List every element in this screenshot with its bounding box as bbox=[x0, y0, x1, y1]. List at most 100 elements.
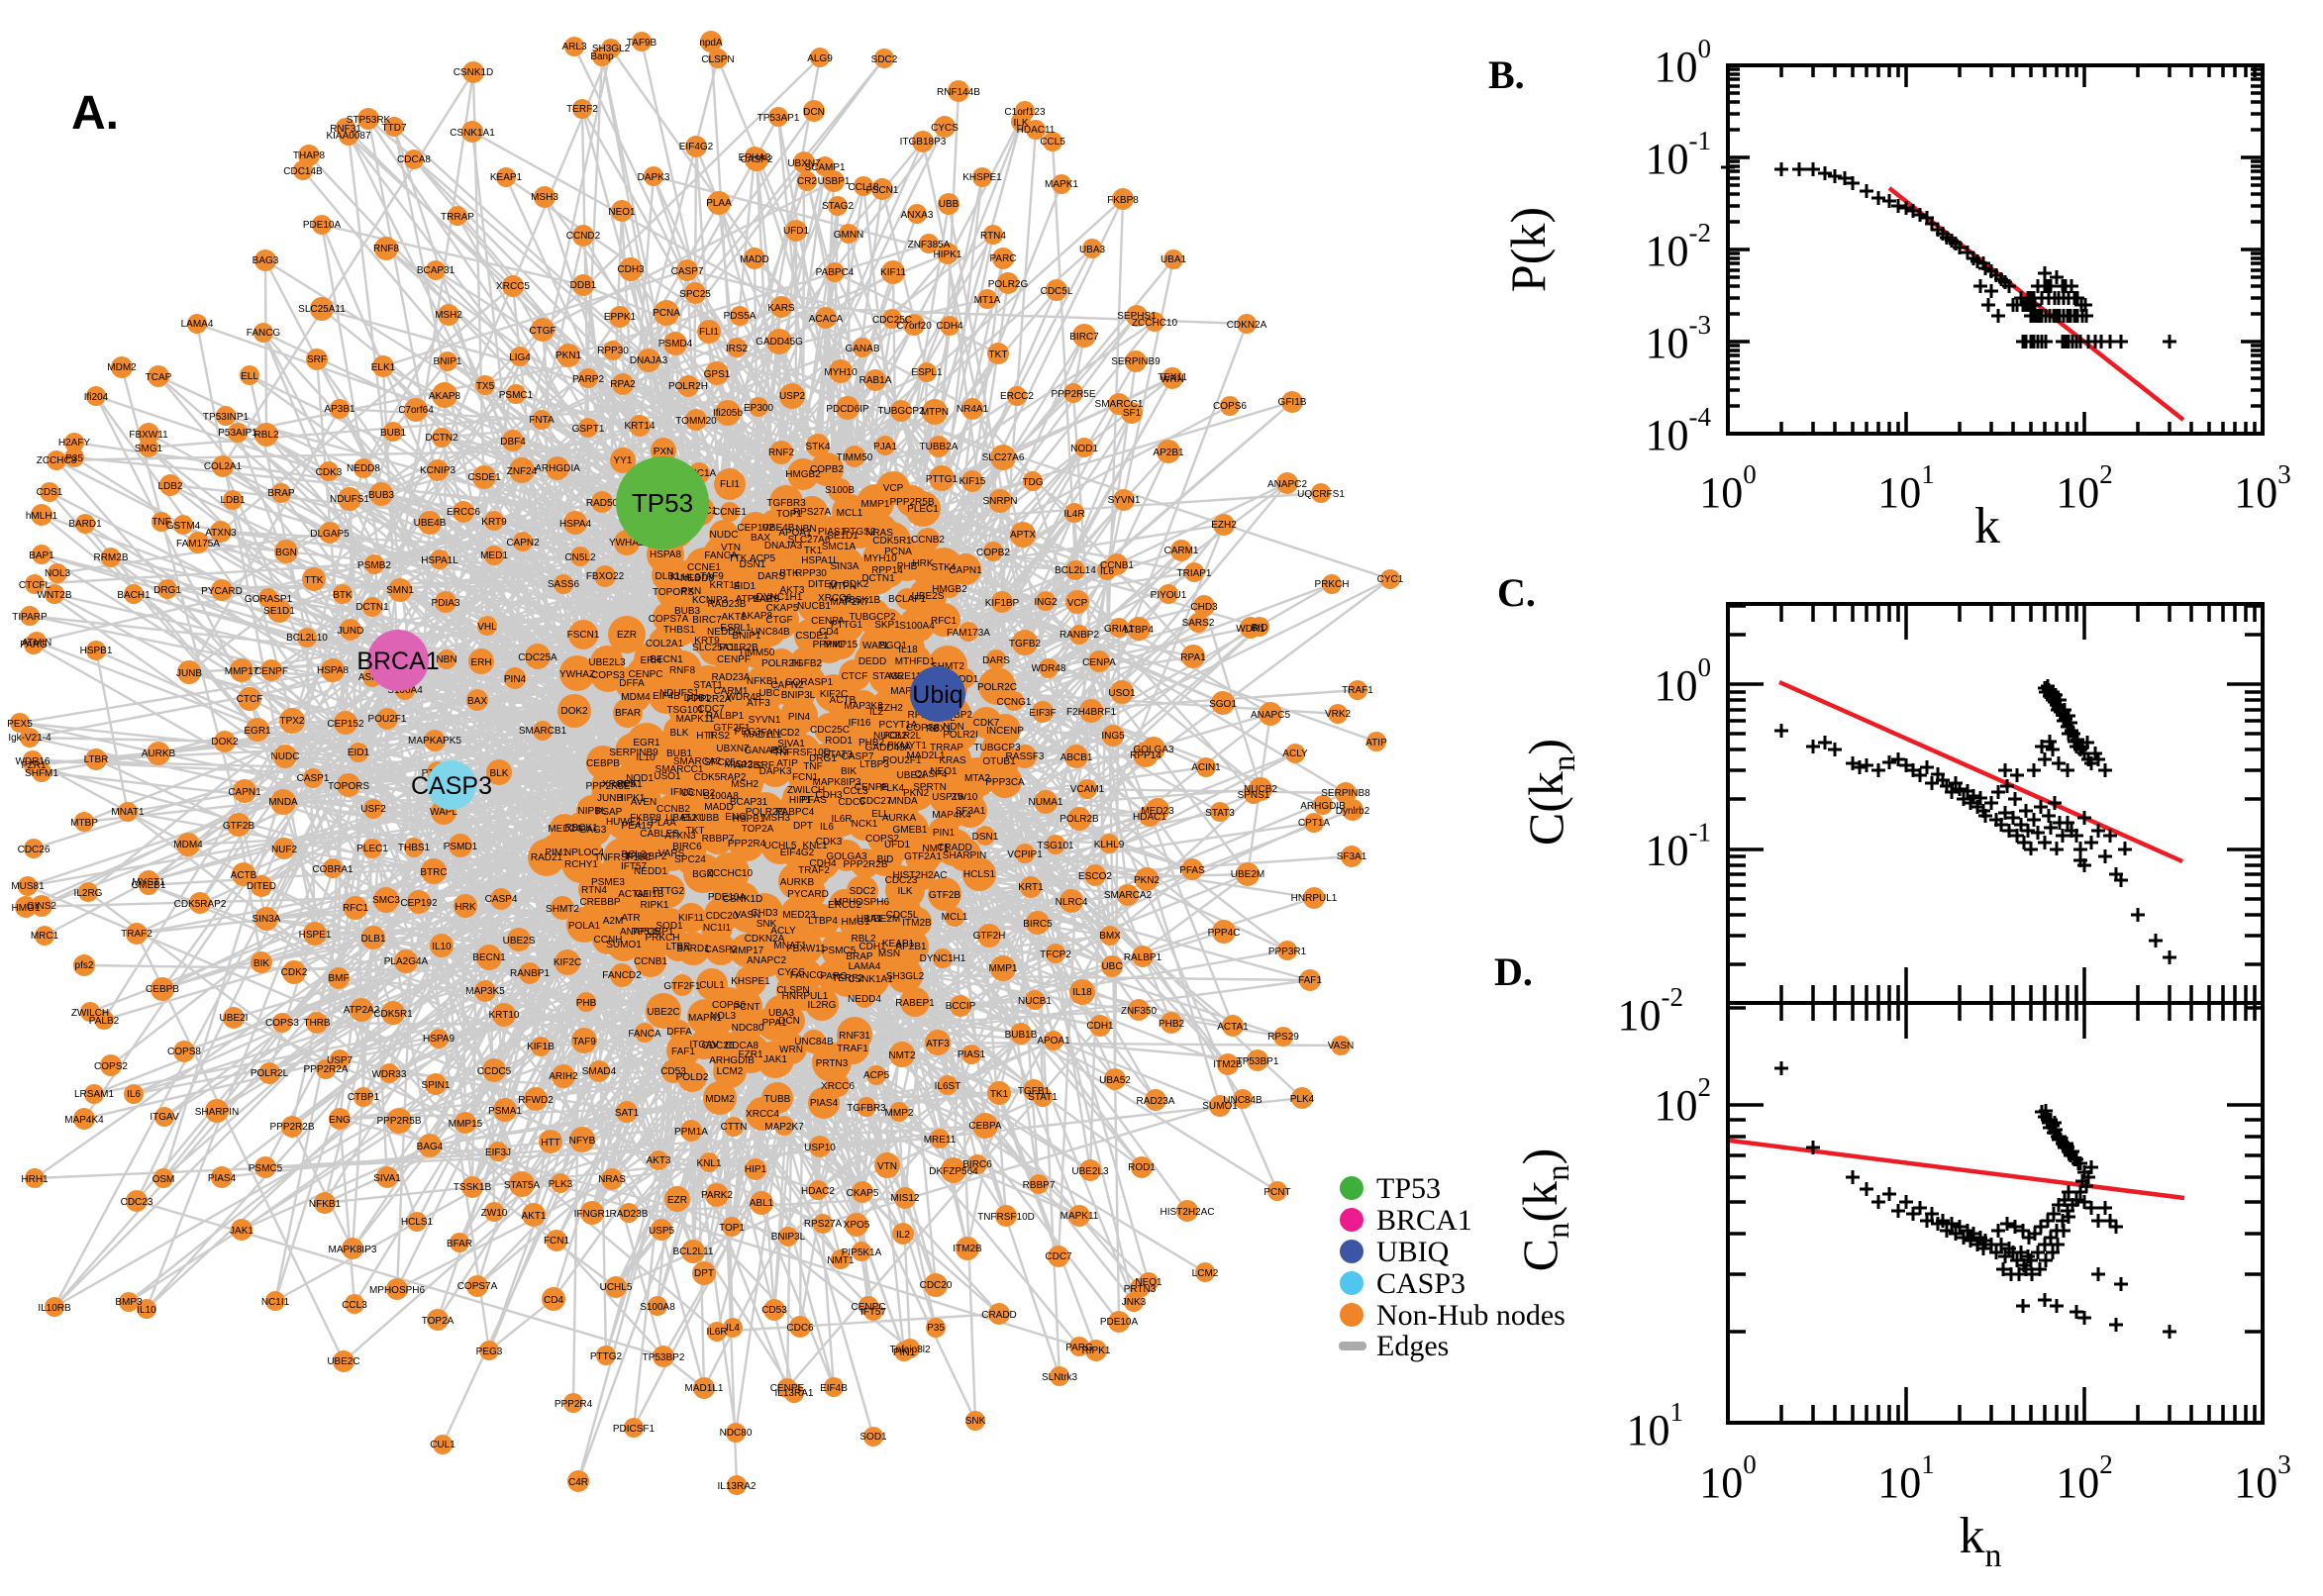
svg-text:POLR2H: POLR2H bbox=[668, 381, 708, 392]
svg-text:BNIP3L: BNIP3L bbox=[771, 1232, 806, 1243]
svg-text:TOPORS: TOPORS bbox=[328, 781, 369, 792]
svg-text:GADD45A: GADD45A bbox=[865, 743, 912, 753]
svg-text:CAPN1: CAPN1 bbox=[228, 787, 261, 798]
svg-text:UBE2L3: UBE2L3 bbox=[1071, 1166, 1109, 1177]
svg-text:PLAA: PLAA bbox=[706, 198, 732, 209]
svg-text:DLB1: DLB1 bbox=[360, 934, 385, 945]
svg-text:NEO1: NEO1 bbox=[608, 207, 636, 218]
svg-text:CSDE1: CSDE1 bbox=[795, 631, 829, 642]
svg-text:VARS: VARS bbox=[658, 848, 685, 859]
svg-text:POLR2L: POLR2L bbox=[251, 1068, 289, 1079]
svg-text:LTBP4: LTBP4 bbox=[808, 916, 838, 927]
svg-text:NOD1: NOD1 bbox=[626, 773, 654, 784]
svg-text:RRM2B: RRM2B bbox=[93, 552, 128, 563]
svg-text:SMARCA2: SMARCA2 bbox=[1104, 890, 1153, 901]
svg-text:BCLAF1: BCLAF1 bbox=[888, 594, 926, 605]
svg-text:ZCCHC10: ZCCHC10 bbox=[707, 868, 754, 879]
svg-text:PCNA: PCNA bbox=[884, 547, 912, 557]
svg-text:BNIP1: BNIP1 bbox=[733, 631, 761, 642]
svg-text:CDC6: CDC6 bbox=[838, 797, 865, 808]
svg-text:STAT1: STAT1 bbox=[1028, 1092, 1058, 1103]
svg-text:BCAP31: BCAP31 bbox=[417, 265, 455, 276]
svg-text:TUBGCP2: TUBGCP2 bbox=[877, 406, 925, 417]
svg-text:SYVN1: SYVN1 bbox=[1108, 495, 1141, 506]
svg-text:WRN: WRN bbox=[1161, 374, 1184, 385]
svg-text:IL6: IL6 bbox=[127, 1089, 141, 1100]
svg-text:MRE11: MRE11 bbox=[924, 1135, 957, 1146]
svg-text:IL4: IL4 bbox=[726, 1323, 740, 1334]
svg-text:CKAP5: CKAP5 bbox=[847, 1188, 879, 1199]
svg-text:CENPA: CENPA bbox=[811, 616, 845, 627]
svg-text:TOP2A: TOP2A bbox=[422, 1316, 454, 1327]
svg-text:CASP4: CASP4 bbox=[915, 769, 948, 780]
svg-text:ANAPC2: ANAPC2 bbox=[1267, 479, 1307, 490]
svg-text:TGFBR3: TGFBR3 bbox=[766, 498, 806, 509]
svg-text:HMG1: HMG1 bbox=[12, 903, 41, 914]
svg-text:EID1: EID1 bbox=[348, 748, 370, 758]
svg-text:CEBPB: CEBPB bbox=[146, 984, 179, 995]
svg-text:PEA15: PEA15 bbox=[621, 821, 653, 832]
svg-text:BAG4: BAG4 bbox=[417, 1142, 444, 1152]
svg-text:XRCC6: XRCC6 bbox=[818, 593, 852, 604]
svg-text:RNF144B: RNF144B bbox=[937, 87, 980, 98]
svg-text:CEBPB: CEBPB bbox=[586, 758, 620, 769]
svg-text:PDICSF1: PDICSF1 bbox=[613, 1424, 656, 1435]
svg-text:CSNK1D: CSNK1D bbox=[723, 894, 763, 905]
svg-text:NBN: NBN bbox=[436, 654, 456, 665]
svg-text:RBL2: RBL2 bbox=[253, 430, 278, 441]
svg-text:RCHY1: RCHY1 bbox=[564, 859, 598, 870]
svg-text:BTRC: BTRC bbox=[420, 867, 447, 878]
svg-text:TP53AP1: TP53AP1 bbox=[758, 113, 800, 124]
svg-text:IL6R: IL6R bbox=[706, 1327, 727, 1338]
svg-text:KLHL9: KLHL9 bbox=[670, 572, 701, 583]
svg-text:CDC25C: CDC25C bbox=[872, 315, 912, 326]
svg-text:CDH3: CDH3 bbox=[815, 790, 843, 801]
svg-text:KARS: KARS bbox=[767, 303, 795, 314]
svg-text:MAPKAPK5: MAPKAPK5 bbox=[408, 736, 461, 747]
svg-text:PIAS4: PIAS4 bbox=[208, 1173, 237, 1184]
svg-text:TAF9B: TAF9B bbox=[627, 38, 657, 49]
svg-text:UBE2I: UBE2I bbox=[897, 770, 926, 781]
svg-text:NEO1: NEO1 bbox=[1135, 1277, 1162, 1288]
svg-text:FLI1: FLI1 bbox=[699, 327, 719, 338]
svg-text:UBIQ: UBIQ bbox=[1376, 1236, 1450, 1268]
svg-text:FAF1: FAF1 bbox=[1298, 975, 1322, 986]
svg-text:WDR1: WDR1 bbox=[1236, 624, 1265, 635]
svg-text:PIAS1: PIAS1 bbox=[958, 1049, 986, 1060]
svg-text:IRS2: IRS2 bbox=[726, 344, 749, 354]
svg-text:LDB1: LDB1 bbox=[220, 495, 245, 506]
svg-text:EIF4B: EIF4B bbox=[820, 1383, 848, 1394]
svg-text:Non-Hub nodes: Non-Hub nodes bbox=[1376, 1299, 1566, 1332]
svg-text:CLSPN: CLSPN bbox=[701, 54, 734, 65]
svg-text:EIF3F: EIF3F bbox=[1029, 708, 1056, 719]
svg-text:PPP2R5E: PPP2R5E bbox=[585, 781, 630, 792]
svg-text:BACH1: BACH1 bbox=[117, 590, 151, 601]
svg-text:HCLS1: HCLS1 bbox=[401, 1217, 434, 1228]
svg-text:VASN: VASN bbox=[1328, 1041, 1355, 1051]
svg-text:RAD23A: RAD23A bbox=[1137, 1096, 1175, 1107]
svg-text:KHSPE1: KHSPE1 bbox=[962, 172, 1002, 183]
svg-text:EZR: EZR bbox=[667, 1195, 687, 1206]
svg-text:NIPBL: NIPBL bbox=[578, 806, 607, 817]
svg-text:FAF1: FAF1 bbox=[671, 1047, 695, 1057]
svg-text:CASP2: CASP2 bbox=[705, 945, 738, 955]
svg-text:NDC80: NDC80 bbox=[732, 1023, 764, 1034]
svg-text:USO1: USO1 bbox=[1108, 688, 1136, 699]
svg-text:CD4: CD4 bbox=[544, 1295, 563, 1306]
svg-text:UBE2C: UBE2C bbox=[647, 1007, 679, 1018]
svg-text:CDCA8: CDCA8 bbox=[725, 1041, 758, 1051]
svg-text:MSH2: MSH2 bbox=[731, 779, 758, 790]
svg-text:CTCF: CTCF bbox=[842, 671, 868, 682]
svg-text:SOD1: SOD1 bbox=[656, 921, 683, 932]
svg-text:DLGAP5: DLGAP5 bbox=[310, 529, 350, 540]
svg-text:ITGAV: ITGAV bbox=[689, 1040, 719, 1050]
svg-text:SLC27A6: SLC27A6 bbox=[788, 535, 831, 546]
svg-text:DNAJA3: DNAJA3 bbox=[764, 541, 803, 551]
svg-text:TSSK1B: TSSK1B bbox=[843, 595, 881, 606]
svg-text:FANCD2: FANCD2 bbox=[602, 970, 642, 981]
svg-text:KRT9: KRT9 bbox=[481, 517, 507, 528]
svg-text:NDN: NDN bbox=[943, 722, 964, 733]
svg-text:ILK: ILK bbox=[1013, 118, 1028, 129]
svg-text:AP3B1: AP3B1 bbox=[734, 760, 765, 771]
svg-text:NFKB1: NFKB1 bbox=[309, 1199, 342, 1210]
